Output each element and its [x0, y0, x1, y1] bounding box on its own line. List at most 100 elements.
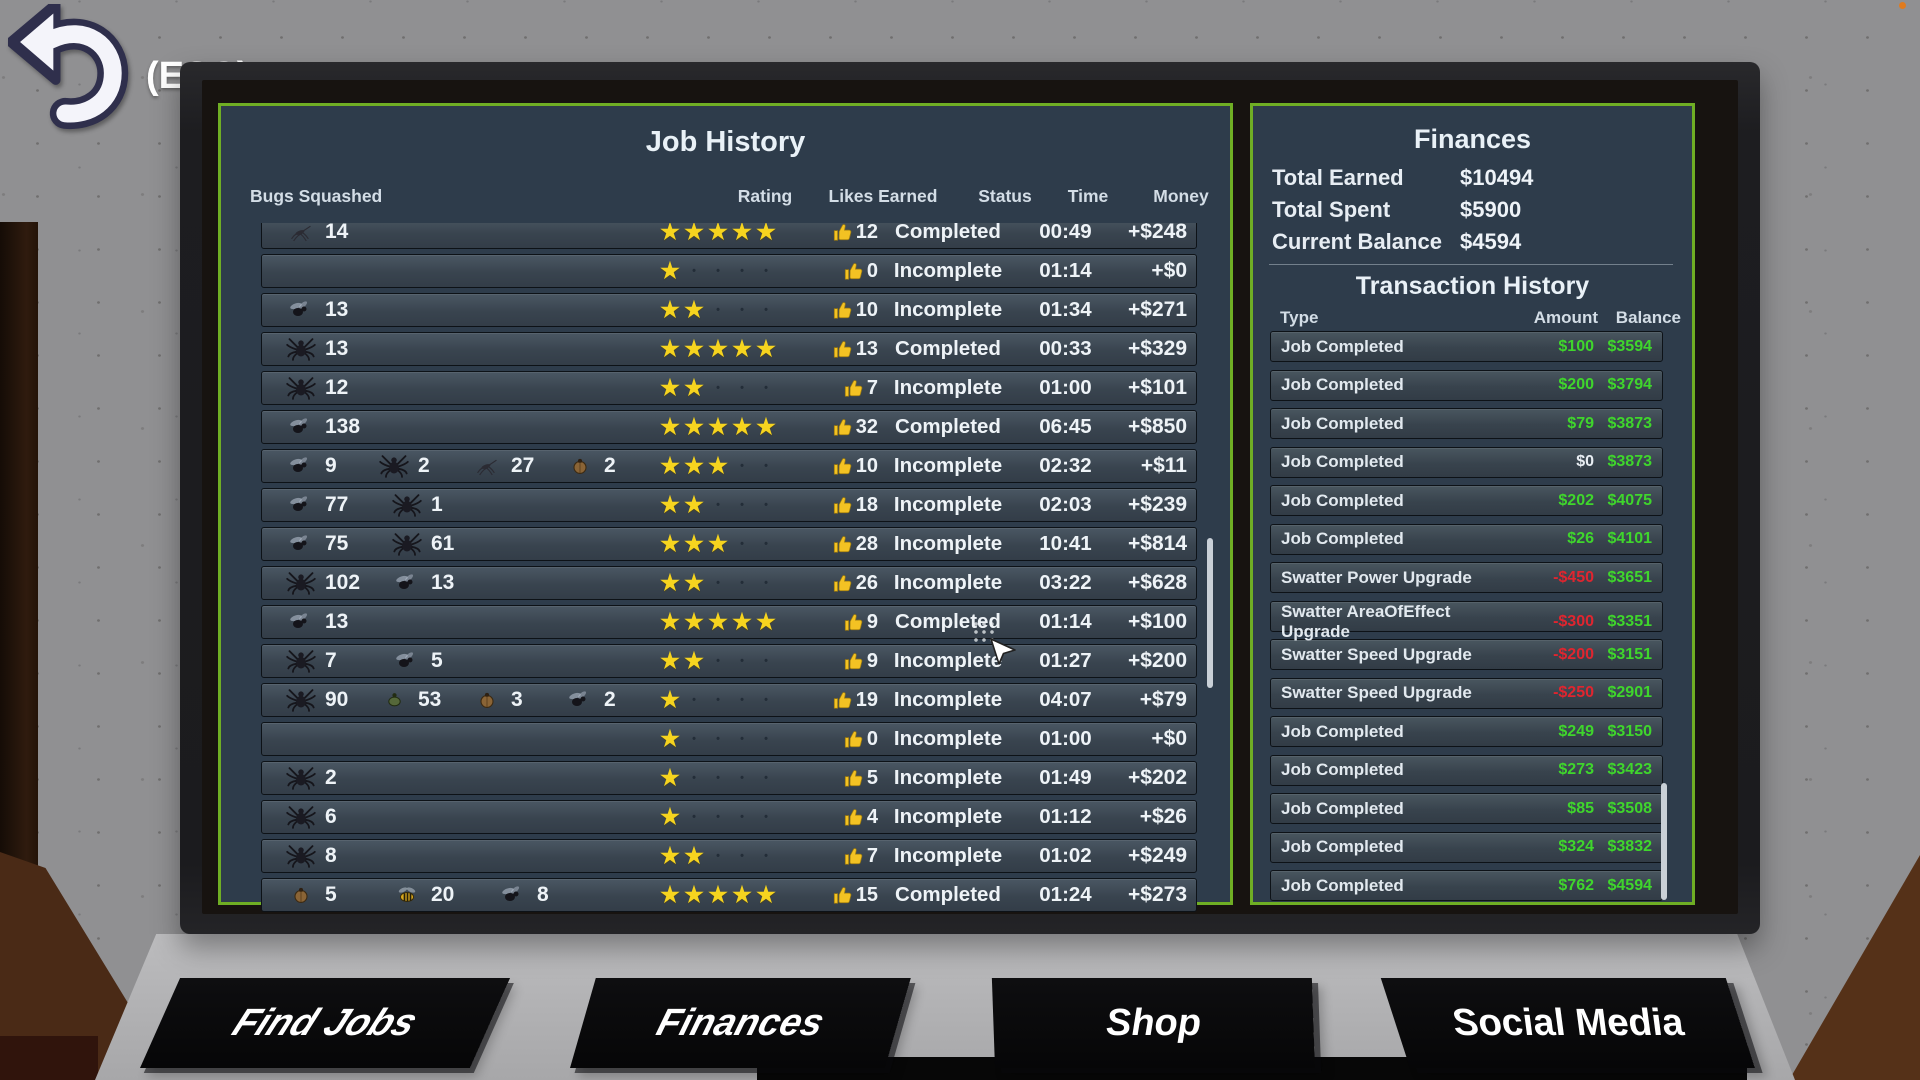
job-history-row: 7 5 ★ ★ • • • 9 Incomplete 01:27 +$200	[261, 644, 1197, 678]
fly-bug-icon	[565, 690, 595, 710]
bug-slot: 8	[286, 844, 392, 868]
transaction-row: Job Completed $762 $4594	[1270, 870, 1663, 901]
social-media-key[interactable]: Social Media	[1380, 978, 1755, 1068]
likes-cell: 10	[808, 455, 878, 478]
time-cell: 01:14	[1039, 610, 1092, 633]
time-cell: 10:41	[1039, 532, 1092, 555]
star-empty-icon: •	[716, 694, 720, 706]
spider-bug-icon	[286, 805, 316, 829]
rating-cell: ★ ★ ★ • •	[658, 531, 808, 557]
star-filled-icon: ★	[732, 609, 752, 634]
job-history-scrollbar[interactable]	[1207, 538, 1213, 688]
transaction-type: Job Completed	[1281, 721, 1404, 741]
transaction-scrollbar[interactable]	[1661, 783, 1667, 900]
star-filled-icon: ★	[684, 648, 704, 673]
bug-slot: 27	[472, 454, 565, 478]
star-empty-icon: •	[764, 850, 768, 862]
beetle-bug-icon	[565, 457, 595, 476]
likes-count: 5	[866, 766, 878, 789]
status-cell: Incomplete	[893, 571, 1003, 594]
star-filled-icon: ★	[684, 375, 704, 400]
rating-cell: ★ ★ ★ ★ ★	[658, 336, 808, 362]
wall-speck	[1899, 2, 1906, 9]
likes-count: 28	[855, 532, 878, 555]
finances-panel: Finances Total Earned $10494 Total Spent…	[1250, 103, 1695, 905]
thumbs-up-icon	[844, 809, 863, 826]
star-empty-icon: •	[716, 733, 720, 745]
total-spent-label: Total Spent	[1272, 197, 1391, 222]
star-filled-icon: ★	[684, 492, 704, 517]
star-empty-icon: •	[740, 850, 744, 862]
thumbs-up-icon	[833, 302, 852, 319]
money-cell: +$850	[1128, 415, 1187, 438]
star-empty-icon: •	[716, 499, 720, 511]
star-empty-icon: •	[740, 265, 744, 277]
star-filled-icon: ★	[660, 687, 680, 712]
status-cell: Incomplete	[893, 532, 1003, 555]
bug-count: 5	[325, 883, 337, 906]
drag-grid-icon	[972, 620, 994, 642]
transaction-type: Swatter Power Upgrade	[1281, 567, 1472, 587]
bug-slot: 13	[392, 571, 498, 595]
status-cell: Incomplete	[893, 727, 1003, 750]
star-filled-icon: ★	[684, 531, 704, 556]
bug-slot: 2	[286, 766, 392, 790]
thumbs-up-icon	[833, 419, 852, 436]
star-empty-icon: •	[716, 265, 720, 277]
status-cell: Incomplete	[893, 688, 1003, 711]
time-cell: 03:22	[1039, 571, 1092, 594]
bug-count: 8	[325, 844, 337, 867]
fly-bug-icon	[286, 612, 316, 632]
bug-count: 6	[325, 805, 337, 828]
likes-count: 0	[866, 259, 878, 282]
time-cell: 04:07	[1039, 688, 1092, 711]
job-history-row: 102 13 ★ ★ • • • 26 Incomplete 03:22 +$628	[261, 566, 1197, 600]
likes-cell: 0	[808, 728, 878, 751]
status-cell: Incomplete	[893, 805, 1003, 828]
status-cell: Completed	[895, 610, 1001, 633]
thumbs-up-icon	[844, 653, 863, 670]
column-type: Type	[1280, 308, 1319, 327]
beetle-bug-icon	[286, 886, 316, 905]
thumbs-up-icon	[844, 380, 863, 397]
rating-cell: ★ ★ ★ • •	[658, 453, 808, 479]
money-cell: +$329	[1128, 337, 1187, 360]
money-cell: +$271	[1128, 298, 1187, 321]
finances-key[interactable]: Finances	[570, 978, 911, 1068]
transaction-row: Job Completed $26 $4101	[1270, 523, 1663, 555]
transaction-balance: $4075	[1607, 491, 1653, 509]
column-balance: Balance	[1615, 308, 1681, 327]
star-empty-icon: •	[740, 499, 744, 511]
star-filled-icon: ★	[660, 258, 680, 283]
bug-count: 75	[325, 532, 349, 555]
desk-left-corner-dark	[0, 1036, 98, 1080]
transaction-balance: $3423	[1607, 761, 1653, 778]
rating-cell: ★ • • • •	[658, 687, 808, 713]
transaction-type: Swatter Speed Upgrade	[1281, 644, 1472, 664]
star-empty-icon: •	[764, 382, 768, 394]
star-empty-icon: •	[716, 382, 720, 394]
job-history-row: 13 ★ ★ • • • 10 Incomplete 01:34 +$271	[261, 293, 1197, 327]
transaction-history-title: Transaction History	[1355, 272, 1590, 300]
star-filled-icon: ★	[708, 336, 728, 361]
bug-slot: 2	[565, 688, 658, 712]
job-history-row: ★ • • • • 0 Incomplete 01:00 +$0	[261, 722, 1197, 756]
money-cell: +$273	[1128, 883, 1187, 906]
star-filled-icon: ★	[684, 843, 704, 868]
transaction-row: Job Completed $200 $3794	[1270, 369, 1663, 401]
spider-bug-icon	[286, 649, 316, 673]
job-history-row: 13 ★ ★ ★ ★ ★ 9 Completed 01:14 +$100	[261, 605, 1197, 639]
find-jobs-key[interactable]: Find Jobs	[140, 978, 511, 1068]
total-earned-line: Total Earned $10494	[1253, 162, 1692, 194]
fly-bug-icon	[392, 573, 422, 593]
column-bugs-squashed: Bugs Squashed	[250, 186, 383, 206]
shop-key[interactable]: Shop	[991, 978, 1315, 1068]
transaction-amount: -$250	[1553, 684, 1594, 701]
time-cell: 01:00	[1039, 376, 1092, 399]
bugs-cell: 75 61	[262, 532, 658, 556]
thumbs-up-icon	[833, 887, 852, 904]
bug-slot: 5	[392, 649, 498, 673]
star-filled-icon: ★	[660, 648, 680, 673]
transaction-balance: $3508	[1607, 799, 1653, 817]
bug-slot: 5	[286, 883, 392, 907]
